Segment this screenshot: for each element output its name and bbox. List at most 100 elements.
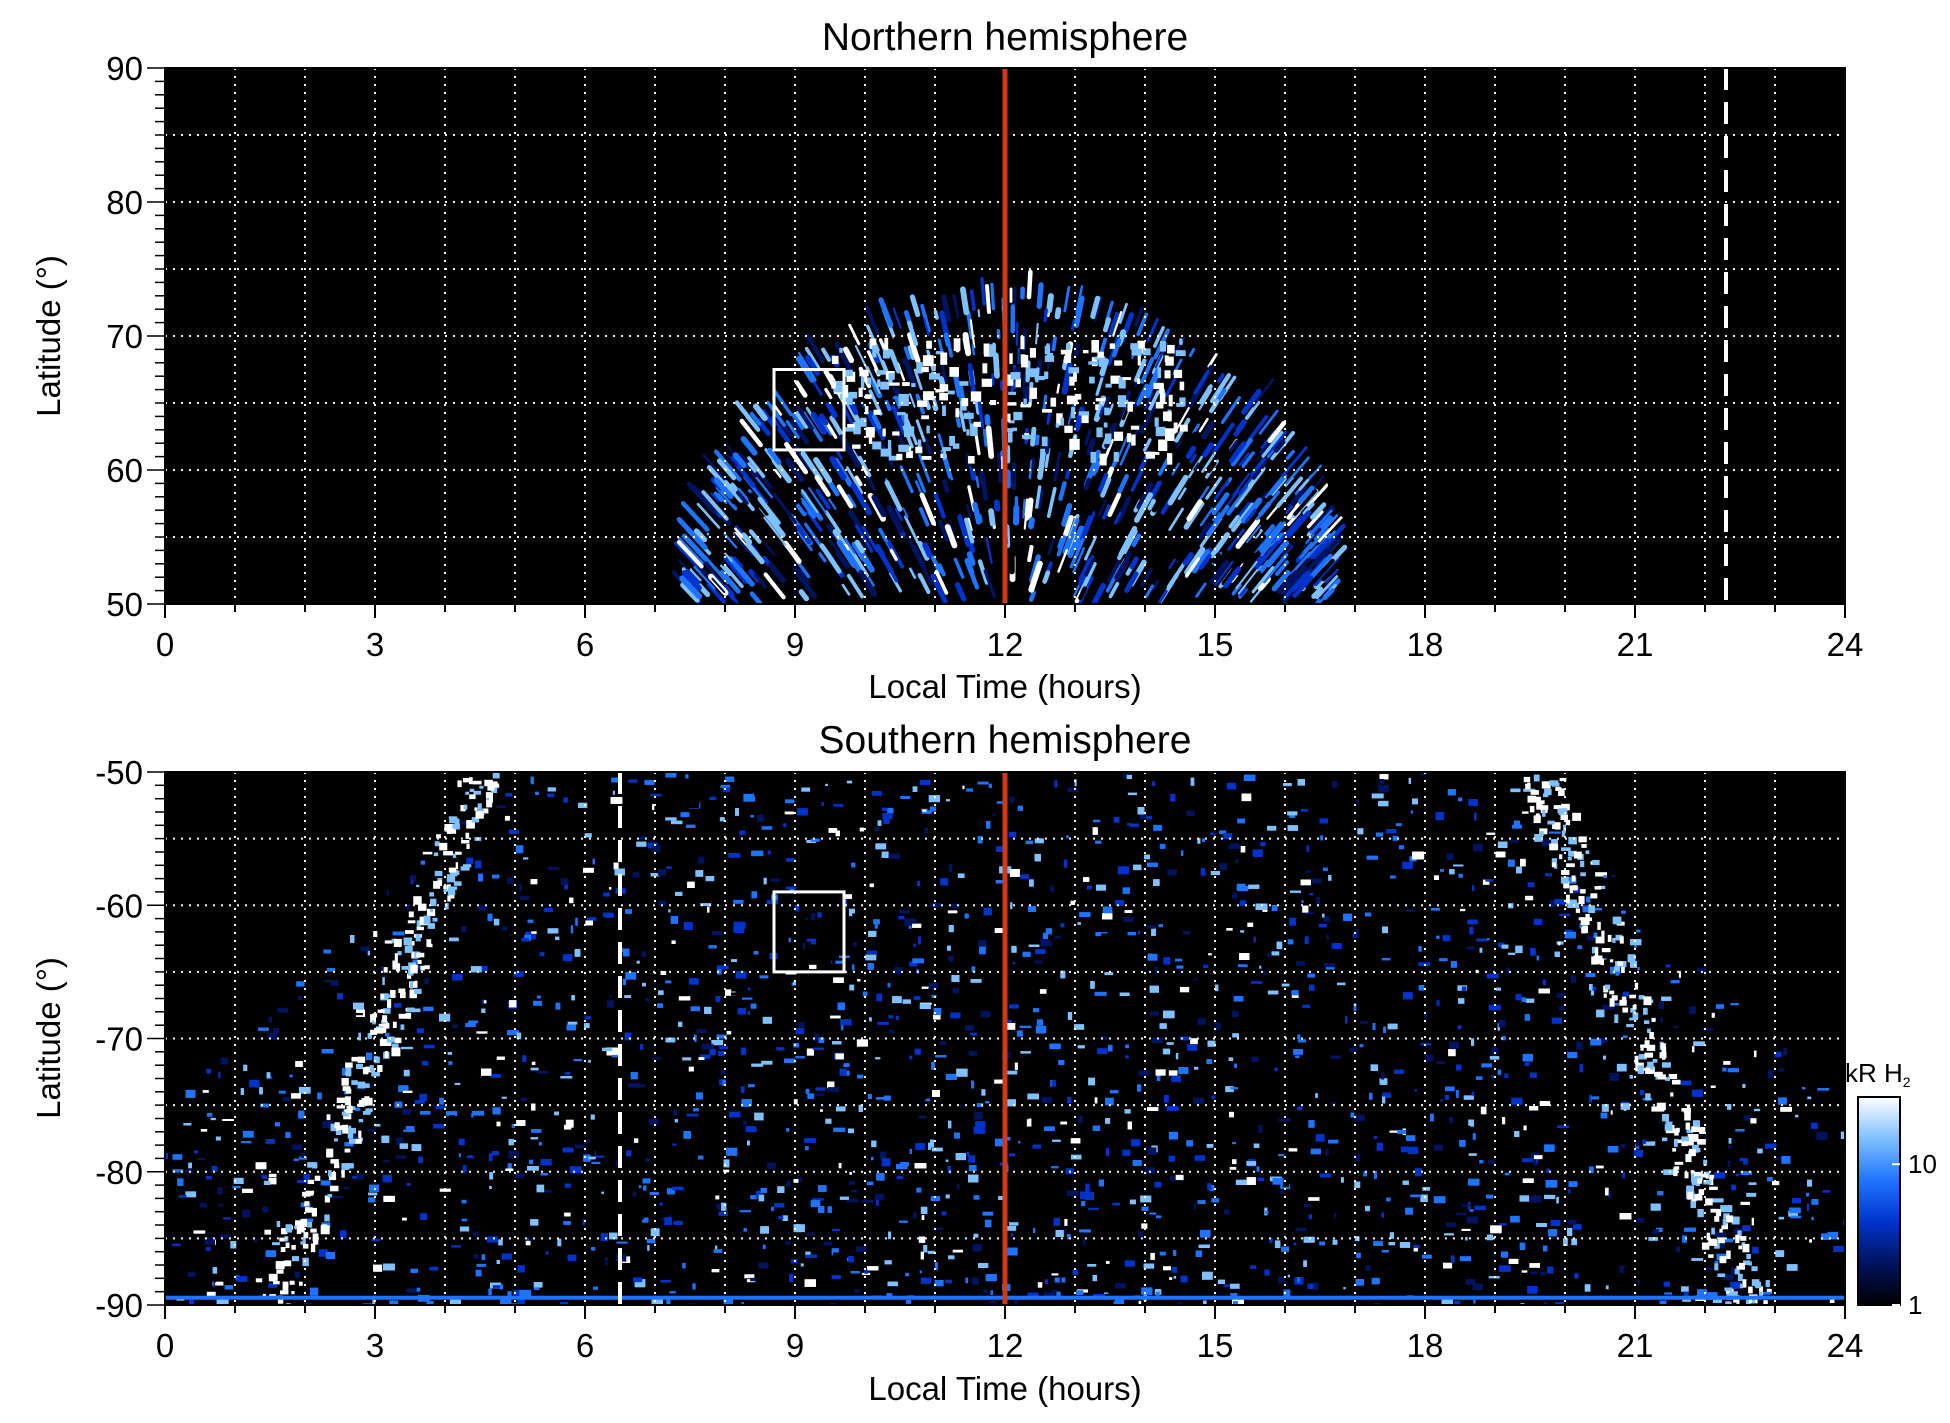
emission-cell: [913, 1212, 917, 1219]
emission-cell: [614, 868, 625, 876]
emission-cell: [1083, 1238, 1086, 1246]
emission-cell: [1165, 428, 1175, 441]
emission-cell: [358, 1130, 362, 1139]
emission-cell: [255, 1162, 267, 1170]
emission-cell: [1232, 892, 1238, 899]
emission-cell: [979, 946, 986, 955]
emission-stroke: [1103, 396, 1111, 409]
emission-cell: [1117, 395, 1127, 408]
emission-stroke: [1272, 447, 1288, 465]
emission-cell: [682, 1263, 686, 1269]
emission-cell: [848, 391, 858, 398]
emission-cell: [1709, 1243, 1716, 1250]
emission-cell: [367, 1128, 376, 1132]
emission-cell: [1412, 798, 1418, 805]
emission-stroke: [777, 427, 791, 444]
emission-cell: [805, 1254, 817, 1258]
emission-stroke: [902, 357, 918, 389]
emission-stroke: [763, 541, 776, 556]
emission-stroke: [824, 510, 842, 534]
emission-cell: [1714, 1172, 1726, 1179]
emission-stroke: [972, 501, 982, 525]
emission-cell: [1102, 913, 1113, 920]
northern-markers: [772, 68, 1728, 604]
emission-stroke: [1054, 307, 1062, 320]
emission-stroke: [680, 582, 700, 603]
emission-cell: [1681, 1286, 1689, 1292]
emission-cell: [1380, 1072, 1385, 1080]
emission-cell: [328, 1172, 337, 1181]
emission-cell: [658, 990, 664, 995]
emission-cell: [1305, 788, 1312, 793]
emission-cell: [481, 966, 488, 972]
emission-cell: [939, 393, 948, 401]
emission-cell: [1266, 953, 1271, 957]
emission-cell: [1164, 1095, 1169, 1103]
emission-cell: [1607, 1146, 1619, 1153]
emission-cell: [1473, 844, 1483, 852]
emission-cell: [926, 340, 932, 349]
emission-cell: [353, 1088, 361, 1097]
emission-cell: [1603, 875, 1607, 879]
emission-cell: [1149, 985, 1159, 993]
emission-cell: [961, 398, 969, 407]
emission-cell: [649, 1118, 659, 1126]
emission-cell: [955, 1153, 966, 1161]
emission-cell: [1251, 981, 1263, 984]
emission-cell: [920, 1251, 924, 1260]
emission-cell: [832, 1041, 842, 1045]
emission-cell: [872, 441, 882, 450]
emission-cell: [1176, 403, 1184, 407]
emission-cell: [1322, 871, 1328, 876]
emission-cell: [857, 1091, 863, 1097]
emission-cell: [560, 1076, 573, 1079]
emission-cell: [1011, 1233, 1014, 1237]
emission-cell: [200, 1129, 208, 1132]
emission-cell: [1278, 1154, 1285, 1157]
emission-stroke: [1215, 388, 1227, 403]
emission-cell: [1496, 1060, 1505, 1068]
emission-cell: [1325, 1148, 1329, 1156]
emission-stroke: [791, 412, 805, 430]
emission-stroke: [993, 499, 1001, 512]
emission-cell: [1678, 970, 1681, 978]
emission-cell: [414, 1100, 425, 1104]
emission-cell: [1113, 431, 1124, 441]
emission-cell: [1275, 1060, 1280, 1065]
emission-cell: [1219, 863, 1227, 870]
emission-cell: [1457, 1025, 1462, 1030]
emission-stroke: [692, 566, 709, 585]
emission-cell: [898, 444, 909, 452]
emission-cell: [1144, 854, 1150, 860]
emission-cell: [430, 1299, 435, 1302]
emission-cell: [959, 381, 969, 386]
emission-stroke: [828, 480, 840, 497]
emission-cell: [424, 978, 429, 984]
emission-cell: [1323, 963, 1336, 968]
emission-cell: [1821, 1233, 1831, 1240]
emission-cell: [1271, 951, 1280, 956]
emission-cell: [1274, 1240, 1281, 1249]
emission-cell: [1202, 838, 1205, 842]
emission-cell: [1715, 1004, 1724, 1009]
emission-cell: [261, 1175, 267, 1179]
emission-cell: [952, 987, 960, 994]
emission-cell: [914, 1048, 921, 1055]
emission-cell: [941, 1211, 947, 1216]
emission-cell: [1360, 1021, 1368, 1024]
y-tick-label: 60: [106, 452, 143, 489]
emission-cell: [688, 1066, 694, 1072]
emission-cell: [1479, 1160, 1484, 1164]
emission-cell: [1730, 1003, 1739, 1006]
emission-stroke: [747, 462, 757, 473]
emission-cell: [797, 808, 808, 816]
emission-stroke: [732, 452, 747, 469]
emission-cell: [547, 787, 556, 792]
emission-cell: [689, 978, 699, 985]
emission-cell: [1697, 1289, 1708, 1296]
emission-cell: [534, 1287, 540, 1290]
emission-stroke: [680, 501, 710, 532]
emission-cell: [911, 383, 916, 387]
emission-cell: [491, 1150, 500, 1156]
emission-cell: [861, 1199, 874, 1203]
